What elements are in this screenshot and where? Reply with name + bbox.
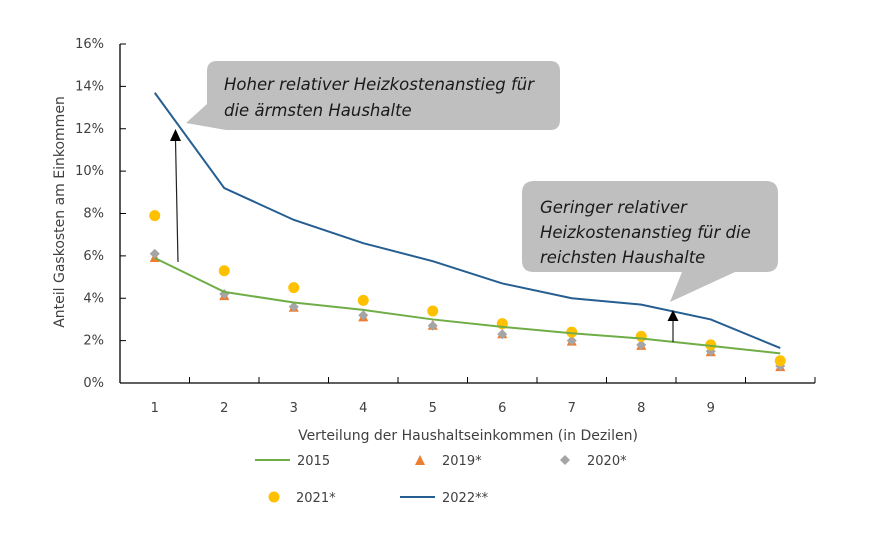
series-2020-point [497, 329, 508, 340]
series-2020-point [149, 248, 160, 259]
series-2020-point [427, 320, 438, 331]
series-2021-point [774, 355, 786, 367]
x-tick-label: 1 [151, 401, 159, 416]
legend-2021-label: 2021* [296, 491, 336, 506]
y-tick-label: 14% [75, 79, 104, 94]
x-tick-label: 7 [568, 401, 576, 416]
series-2021-point [288, 282, 300, 294]
y-axis-title: Anteil Gaskosten am Einkommen [52, 96, 68, 328]
series-2020-point [636, 339, 647, 350]
series-2020-point [358, 310, 369, 321]
x-axis-title: Verteilung der Haushaltseinkommen (in De… [298, 428, 638, 444]
x-tick-label: 3 [290, 401, 298, 416]
x-tick-label: 2 [220, 401, 228, 416]
legend-2022-label: 2022** [442, 491, 489, 506]
legend-2020-label: 2020* [587, 454, 627, 469]
callout-poor-line-1: Hoher relativer Heizkostenanstieg für [224, 75, 535, 94]
callout-rich-line-3: reichsten Haushalte [540, 248, 705, 267]
series-2022-line [153, 92, 781, 349]
callout-rich-line-2: Heizkostenanstieg für die [540, 223, 751, 242]
y-tick-label: 6% [83, 249, 104, 264]
x-tick-label: 4 [359, 401, 367, 416]
plot-area [149, 92, 786, 372]
x-tick-label: 6 [498, 401, 506, 416]
callout-rich-line-1: Geringer relativer [540, 198, 688, 217]
arrow-poor-shaft [174, 139, 179, 263]
series-2020-point [566, 335, 577, 346]
series-2021-point [218, 265, 230, 277]
y-tick-label: 4% [83, 291, 104, 306]
series-2021-point [705, 339, 717, 351]
x-tick-label: 8 [637, 401, 645, 416]
arrow-poor-head [170, 129, 181, 141]
legend-2019-swatch [415, 455, 425, 465]
y-tick-label: 0% [83, 376, 104, 391]
series-2015-line [154, 257, 781, 355]
callout-bubble-poor [186, 61, 560, 130]
y-tick-label: 16% [75, 37, 104, 52]
arrow-rich-head [667, 310, 679, 321]
legend-2020-swatch [560, 455, 570, 465]
series-2021-point [427, 305, 439, 317]
y-tick-label: 2% [83, 334, 104, 349]
legend-2019-label: 2019* [442, 454, 482, 469]
callouts: Hoher relativer Heizkostenanstieg für di… [186, 61, 778, 302]
arrows [170, 129, 679, 342]
series-2021-point [635, 330, 647, 342]
series-2020-point [288, 301, 299, 312]
legend-2015-label: 2015 [297, 454, 330, 469]
y-tick-label: 10% [75, 164, 104, 179]
legend-2021-swatch [268, 491, 280, 503]
series-2021-point [357, 294, 369, 306]
series-2021-point [149, 210, 161, 222]
y-tick-label: 12% [75, 122, 104, 137]
legend: 2015 2019* 2020* 2021* 2022** [255, 454, 627, 506]
y-tick-label: 8% [83, 207, 104, 222]
callout-bubble-rich [522, 181, 778, 302]
callout-poor-line-2: die ärmsten Haushalte [224, 101, 412, 120]
x-tick-label: 9 [707, 401, 715, 416]
series-2021-point [566, 326, 578, 338]
x-tick-label: 5 [429, 401, 437, 416]
axes: 0% 2% 4% 6% 8% 10% 12% 14% 16% 1 2 3 4 5 6 7 8 9 [75, 37, 816, 416]
